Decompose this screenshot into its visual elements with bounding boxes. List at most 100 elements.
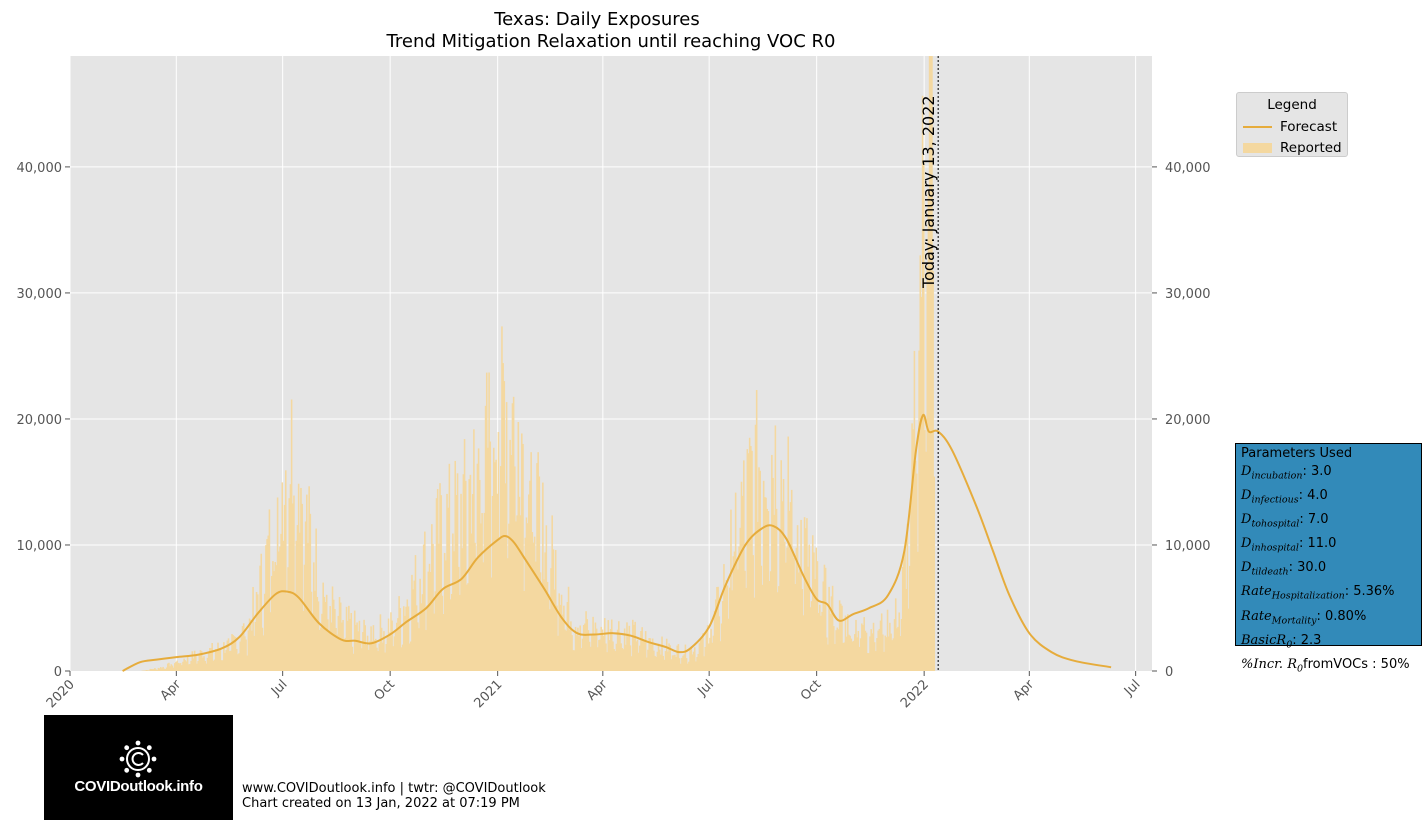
reported-bar bbox=[752, 555, 754, 671]
param-symbol: D bbox=[1241, 536, 1252, 552]
reported-bar bbox=[483, 512, 486, 671]
reported-bar bbox=[670, 659, 673, 671]
reported-bar bbox=[452, 533, 454, 671]
reported-bar bbox=[401, 644, 404, 671]
reported-bar bbox=[911, 423, 913, 671]
reported-bar bbox=[737, 569, 739, 671]
reported-bar bbox=[746, 449, 749, 671]
reported-bar bbox=[877, 630, 879, 671]
reported-bar bbox=[893, 619, 896, 671]
reported-bar bbox=[183, 658, 185, 671]
reported-bar bbox=[387, 618, 390, 671]
reported-bar bbox=[731, 590, 733, 671]
param-subscript: 0 bbox=[1286, 639, 1293, 651]
legend-item-reported: Reported bbox=[1243, 139, 1342, 157]
reported-bar bbox=[429, 571, 432, 671]
reported-bar bbox=[464, 480, 467, 671]
reported-bar bbox=[799, 568, 801, 671]
param-symbol: %Incr. R bbox=[1241, 656, 1297, 672]
param-row: %Incr. R0fromVOCs : 50% bbox=[1241, 655, 1421, 679]
reported-bar bbox=[386, 635, 389, 671]
reported-bar bbox=[190, 660, 192, 671]
reported-bar bbox=[928, 56, 931, 671]
reported-bar bbox=[580, 648, 583, 671]
reported-bar bbox=[385, 644, 388, 671]
reported-bar bbox=[718, 616, 721, 671]
reported-bar bbox=[203, 656, 205, 671]
reported-bar bbox=[307, 542, 309, 671]
reported-bar bbox=[876, 638, 878, 671]
reported-bar bbox=[214, 649, 217, 671]
reported-bar bbox=[863, 617, 865, 671]
reported-bar bbox=[649, 638, 652, 671]
reported-bar bbox=[240, 635, 243, 671]
reported-bar bbox=[790, 489, 793, 671]
reported-bar bbox=[594, 622, 597, 671]
reported-bar bbox=[295, 540, 298, 671]
parameters-title: Parameters Used bbox=[1241, 446, 1353, 461]
reported-bar bbox=[663, 659, 666, 671]
reported-bar bbox=[818, 604, 821, 671]
reported-bar bbox=[595, 628, 598, 671]
reported-bar bbox=[803, 517, 806, 671]
reported-bar bbox=[467, 583, 469, 671]
reported-bar bbox=[910, 500, 912, 671]
reported-bar bbox=[564, 629, 566, 671]
reported-bar bbox=[159, 667, 162, 671]
reported-bar bbox=[642, 639, 645, 671]
reported-bar bbox=[209, 647, 211, 671]
reported-bar bbox=[802, 615, 805, 671]
reported-bar bbox=[665, 638, 668, 671]
reported-bar bbox=[181, 665, 183, 671]
reported-bar bbox=[753, 597, 756, 671]
x-tick-label: 2021 bbox=[471, 677, 505, 711]
reported-bar bbox=[487, 447, 489, 671]
reported-bar bbox=[807, 566, 809, 671]
reported-bar bbox=[779, 529, 781, 671]
reported-bar bbox=[470, 533, 473, 671]
reported-bar bbox=[426, 605, 428, 671]
reported-bar bbox=[539, 572, 542, 671]
reported-bar bbox=[191, 651, 194, 671]
reported-bar bbox=[249, 619, 252, 671]
reported-bar bbox=[244, 636, 246, 671]
reported-bar bbox=[275, 565, 278, 671]
reported-bar bbox=[811, 535, 814, 671]
reported-bar bbox=[320, 627, 322, 671]
reported-bar bbox=[635, 641, 638, 671]
reported-bar bbox=[448, 463, 451, 671]
reported-bar bbox=[856, 637, 858, 671]
reported-bar bbox=[842, 642, 844, 671]
reported-bar bbox=[363, 619, 365, 671]
reported-bar bbox=[866, 652, 869, 671]
reported-bar bbox=[661, 636, 663, 671]
reported-bar bbox=[481, 513, 483, 671]
reported-bar bbox=[774, 425, 777, 671]
reported-bar bbox=[241, 626, 244, 671]
reported-bar bbox=[532, 542, 535, 671]
reported-bar bbox=[306, 494, 308, 671]
reported-bar bbox=[560, 594, 563, 671]
reported-bar bbox=[852, 640, 855, 671]
reported-bar bbox=[173, 663, 176, 671]
y-axis-right: 0 10,000 20,000 30,000 40,000 bbox=[1152, 161, 1211, 680]
reported-bar bbox=[634, 621, 636, 671]
reported-bar bbox=[508, 523, 510, 671]
reported-bar bbox=[865, 632, 868, 671]
y-tick-label: 40,000 bbox=[1165, 161, 1211, 176]
reported-bar bbox=[587, 630, 590, 671]
logo-text: COVIDoutlook.info bbox=[74, 778, 203, 795]
reported-bar bbox=[475, 558, 478, 671]
reported-bar bbox=[820, 615, 822, 671]
reported-bar bbox=[797, 572, 800, 671]
reported-bar bbox=[552, 549, 555, 671]
reported-bar bbox=[554, 550, 557, 671]
reported-bar bbox=[616, 629, 619, 671]
reported-bar bbox=[231, 634, 233, 671]
reported-bar bbox=[729, 587, 731, 671]
reported-bar bbox=[198, 655, 201, 671]
reported-bar bbox=[567, 586, 570, 671]
reported-bar bbox=[859, 638, 862, 671]
reported-bar bbox=[588, 641, 591, 671]
reported-bar bbox=[714, 599, 717, 671]
